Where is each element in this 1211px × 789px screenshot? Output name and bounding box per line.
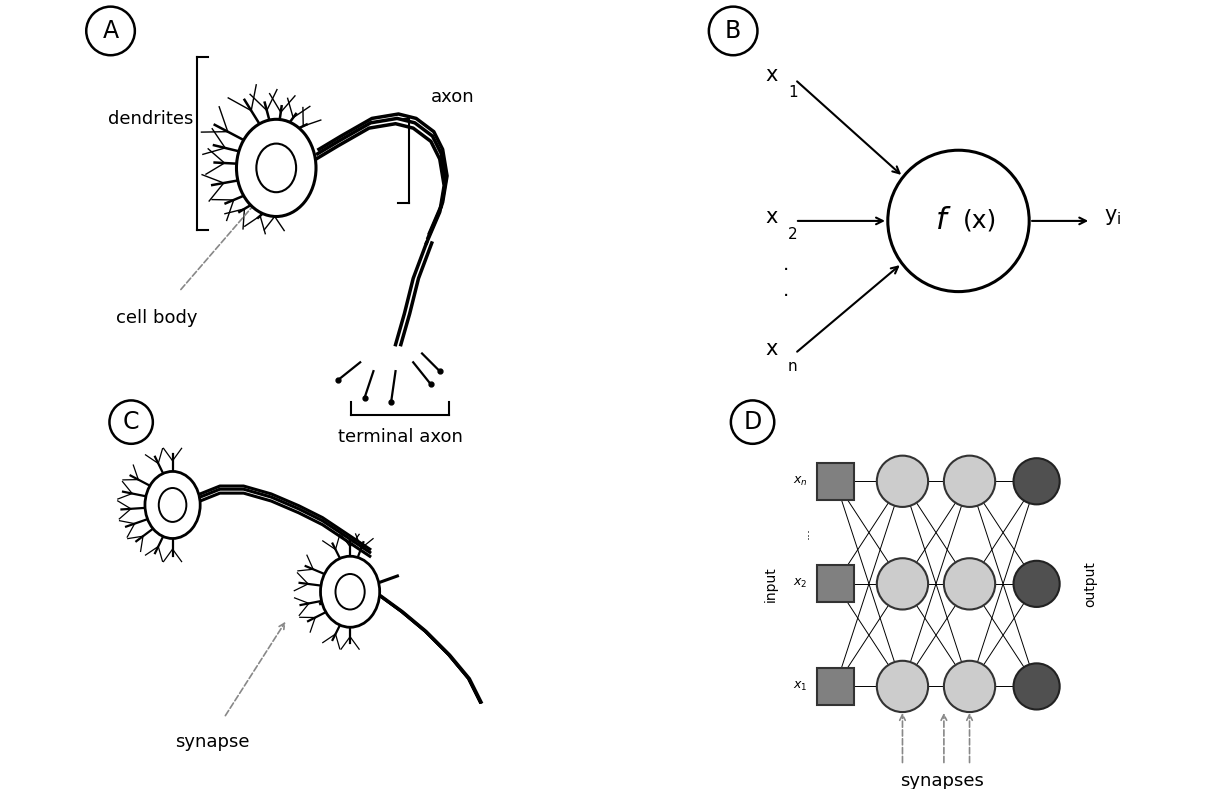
Text: .: . [784, 255, 790, 274]
Text: synapses: synapses [900, 772, 983, 789]
Ellipse shape [335, 574, 365, 610]
Text: ...: ... [799, 526, 811, 539]
Text: terminal axon: terminal axon [338, 428, 463, 447]
Circle shape [888, 150, 1029, 292]
Text: axon: axon [431, 88, 475, 107]
Ellipse shape [257, 144, 297, 193]
Ellipse shape [236, 119, 316, 216]
Text: 2: 2 [788, 226, 798, 241]
Text: cell body: cell body [116, 309, 197, 327]
Ellipse shape [145, 472, 200, 539]
Circle shape [943, 661, 995, 712]
Text: $x_n$: $x_n$ [793, 475, 808, 488]
Text: output: output [1083, 561, 1097, 607]
Circle shape [943, 456, 995, 507]
Text: input: input [763, 566, 777, 602]
Text: synapse: synapse [174, 733, 249, 750]
Circle shape [1014, 561, 1060, 607]
Circle shape [943, 559, 995, 610]
Circle shape [877, 559, 928, 610]
Text: y$\mathregular{_i}$: y$\mathregular{_i}$ [1104, 207, 1121, 226]
Text: A: A [103, 19, 119, 43]
Text: x: x [765, 339, 777, 359]
Text: $x_2$: $x_2$ [793, 578, 808, 590]
Circle shape [877, 456, 928, 507]
FancyBboxPatch shape [817, 462, 854, 500]
Ellipse shape [321, 556, 380, 627]
Circle shape [1014, 664, 1060, 709]
Ellipse shape [159, 488, 186, 522]
Circle shape [1014, 458, 1060, 504]
Text: $\it{f}$: $\it{f}$ [935, 207, 952, 235]
Text: $x_1$: $x_1$ [793, 680, 808, 693]
Text: x: x [765, 65, 777, 85]
Text: C: C [122, 410, 139, 434]
Text: dendrites: dendrites [108, 110, 194, 129]
Text: .: . [784, 281, 790, 300]
Text: x: x [765, 207, 777, 226]
Circle shape [877, 661, 928, 712]
Text: D: D [744, 410, 762, 434]
Text: (x): (x) [963, 209, 997, 233]
Text: n: n [788, 359, 798, 374]
Text: 1: 1 [788, 85, 798, 100]
FancyBboxPatch shape [817, 565, 854, 603]
Text: B: B [725, 19, 741, 43]
FancyBboxPatch shape [817, 667, 854, 705]
